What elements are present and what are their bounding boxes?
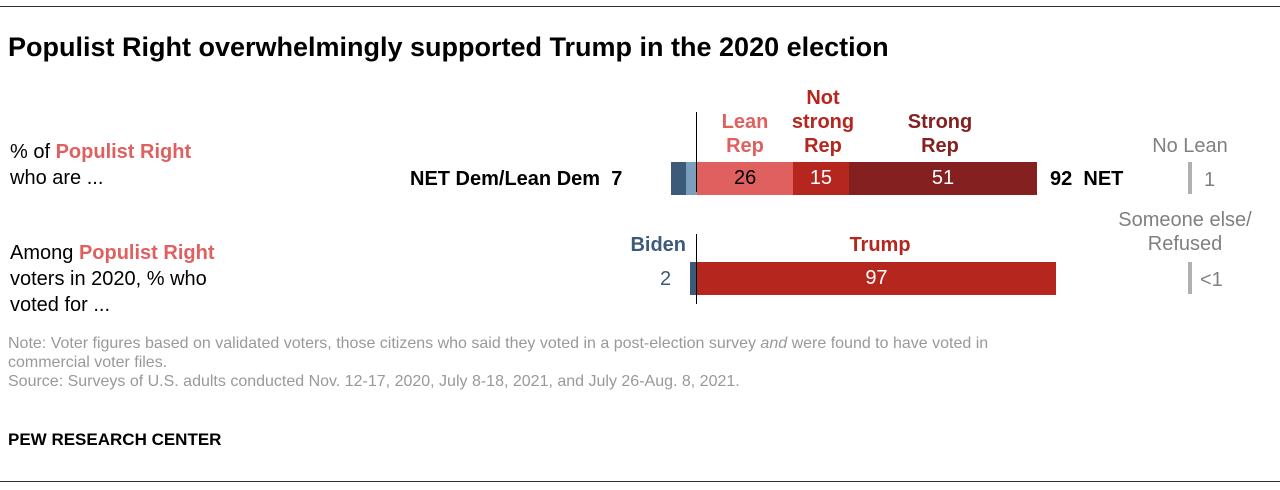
chart-title: Populist Right overwhelmingly supported … (8, 32, 889, 62)
biden-label: Biden (630, 234, 686, 256)
row2-pre: Among (10, 242, 79, 264)
bar-strong-rep: 51 (848, 162, 1038, 195)
note: Note: Voter figures based on validated v… (8, 335, 989, 390)
no-lean-value: 1 (1204, 169, 1216, 191)
bottom-rule (0, 481, 1280, 482)
header-not-strong-rep: Not strong Rep (791, 87, 855, 157)
trump-label: Trump (849, 234, 911, 256)
row1-post: who are ... (10, 167, 104, 189)
row2-group: Populist Right (78, 242, 215, 264)
bar-dem-segment-0 (685, 162, 697, 195)
no-lean-tick (1188, 162, 1192, 194)
row2-post1: voters in 2020, % who (10, 268, 207, 290)
net-dem-label: NET Dem/Lean Dem 7 (410, 168, 623, 190)
bar-not-strong-rep: 15 (793, 162, 849, 195)
top-rule (0, 6, 1280, 7)
row2-post2: voted for ... (10, 294, 111, 316)
bar-trump: 97 (697, 262, 1056, 295)
other-tick (1188, 262, 1192, 294)
header-lean-rep: Lean Rep (721, 111, 769, 157)
other-label: Someone else/Refused (1118, 209, 1252, 255)
header-strong-rep: Strong Rep (907, 111, 973, 157)
other-value: <1 (1200, 269, 1223, 291)
axis-line-2 (696, 234, 697, 304)
biden-value: 2 (660, 268, 672, 290)
source: Source: Surveys of U.S. adults conducted… (8, 373, 740, 390)
no-lean-label: No Lean (1152, 135, 1228, 157)
row1-group: Populist Right (55, 141, 192, 163)
bar-dem-segment-1 (671, 162, 686, 195)
footer-logo: PEW RESEARCH CENTER (8, 430, 222, 449)
axis-line-1 (696, 112, 697, 192)
row2-label: Among Populist Right voters in 2020, % w… (10, 240, 214, 318)
row1-pre: % of (10, 141, 56, 163)
bar-lean-rep: 26 (697, 162, 794, 195)
bar-biden (689, 262, 697, 295)
row1-label: % of Populist Right who are ... (10, 139, 191, 191)
net-rep-label: 92 NET (1050, 168, 1124, 190)
